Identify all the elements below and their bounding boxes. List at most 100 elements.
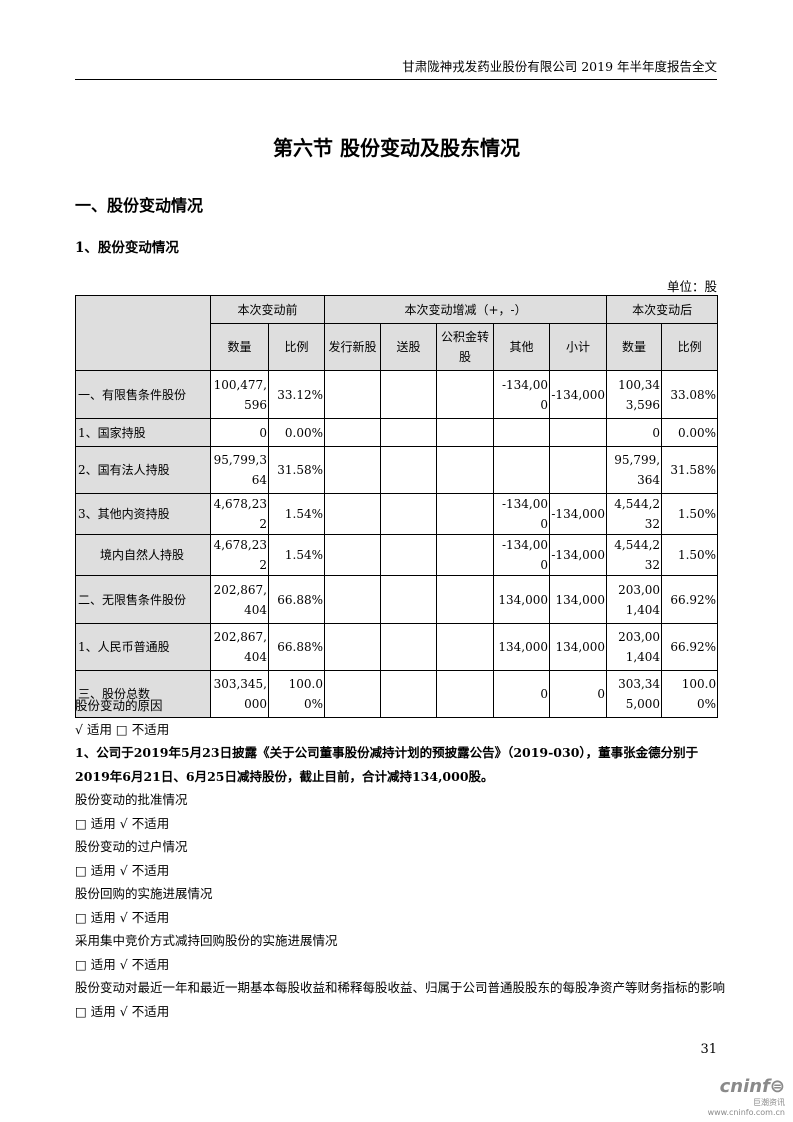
table-cell: 134,000 — [493, 623, 551, 671]
table-cell — [380, 623, 438, 671]
column-header: 小计 — [549, 323, 608, 371]
table-cell: 4,678,232 — [210, 493, 269, 535]
table-cell — [436, 623, 495, 671]
table-cell — [380, 575, 438, 624]
paragraph: 股份变动的原因 — [75, 698, 163, 713]
column-header: 数量 — [606, 323, 663, 371]
table-cell: 202,867,404 — [210, 623, 269, 671]
table-cell — [436, 575, 495, 624]
running-header: 甘肃陇神戎发药业股份有限公司 2019 年半年度报告全文 — [75, 56, 717, 80]
table-cell: 1.54% — [267, 534, 326, 576]
table-row: 1、人民币普通股 202,867,404 66.88% 134,000 134,000 2… — [75, 623, 719, 671]
table-cell: 0 — [606, 418, 663, 447]
column-header: 公积金转股 — [436, 323, 495, 371]
group-header: 本次变动前 — [209, 295, 326, 324]
paragraph: □ 适用 √ 不适用 — [75, 909, 170, 925]
heading-1: 一、股份变动情况 — [75, 196, 204, 215]
table-cell: 0.00% — [267, 418, 326, 447]
table-row: 三、股份总数 303,345,000 100.00% 0 0 303,345,000 100… — [75, 670, 719, 718]
table-cell: 100,343,596 — [606, 370, 663, 419]
table-cell — [436, 493, 495, 535]
table-cell — [324, 623, 382, 671]
row-label: 1、国家持股 — [75, 418, 211, 447]
table-cell: 1.54% — [267, 493, 326, 535]
table-cell — [324, 418, 382, 447]
table-cell — [436, 534, 495, 576]
paragraph: □ 适用 √ 不适用 — [75, 815, 170, 831]
row-label: 二、无限售条件股份 — [75, 575, 211, 624]
table-cell: 33.08% — [661, 370, 719, 419]
paragraph: 股份变动的批准情况 — [75, 792, 188, 807]
table-cell: 100,477,596 — [210, 370, 269, 419]
table-cell: 31.58% — [267, 446, 326, 494]
table-cell: 66.92% — [661, 623, 719, 671]
table-cell: -134,000 — [493, 493, 551, 535]
row-label: 3、其他内资持股 — [75, 493, 211, 535]
table-cell: 134,000 — [549, 575, 608, 624]
row-label: 境内自然人持股 — [75, 534, 211, 576]
table-row: 境内自然人持股 4,678,232 1.54% -134,000 -134,000 4,5… — [75, 534, 719, 576]
table-cell — [324, 446, 382, 494]
section-title: 第六节 股份变动及股东情况 — [273, 136, 520, 160]
paragraph: □ 适用 √ 不适用 — [75, 1003, 170, 1019]
table-cell: 134,000 — [493, 575, 551, 624]
body-text: 股份变动的原因 √ 适用 □ 不适用 1、公司于2019年5月23日披露《关于公司董… — [75, 694, 725, 1023]
row-label: 2、国有法人持股 — [75, 446, 211, 494]
column-header: 比例 — [267, 323, 326, 371]
table-cell — [380, 370, 438, 419]
paragraph: 1、公司于2019年5月23日披露《关于公司董事股份减持计划的预披露公告》（20… — [75, 745, 699, 784]
table-cell: 303,345,000 — [210, 670, 269, 718]
table-row: 2、国有法人持股 95,799,364 31.58% 95,799,364 31.58% — [75, 446, 719, 494]
table-cell: 0 — [210, 418, 269, 447]
table-cell — [324, 493, 382, 535]
heading-2: 1、股份变动情况 — [75, 240, 179, 256]
table-cell: 100.00% — [661, 670, 719, 718]
cninfo-logo: cninf⊜ 巨潮资讯 www.cninfo.com.cn — [707, 1076, 785, 1117]
table-row: 二、无限售条件股份 202,867,404 66.88% 134,000 134,000… — [75, 575, 719, 624]
table-cell: 4,678,232 — [210, 534, 269, 576]
table-row: 一、有限售条件股份 100,477,596 33.12% -134,000 -134,0… — [75, 370, 719, 419]
column-header: 数量 — [210, 323, 269, 371]
table-cell — [380, 534, 438, 576]
table-cell: -134,000 — [493, 370, 551, 419]
paragraph: 股份变动的过户情况 — [75, 839, 188, 854]
table-cell: 203,001,404 — [606, 623, 663, 671]
paragraph: 采用集中竞价方式减持回购股份的实施进展情况 — [75, 933, 338, 948]
table-cell: 0.00% — [661, 418, 719, 447]
table-cell — [380, 670, 438, 718]
table-cell — [436, 446, 495, 494]
header-corner — [75, 295, 211, 371]
row-label: 1、人民币普通股 — [75, 623, 211, 671]
table-row: 1、国家持股 0 0.00% 0 0.00% — [75, 418, 719, 447]
row-label: 一、有限售条件股份 — [75, 370, 211, 419]
table-cell — [380, 418, 438, 447]
paragraph: □ 适用 √ 不适用 — [75, 862, 170, 878]
table-cell: 95,799,364 — [606, 446, 663, 494]
table-cell — [549, 446, 608, 494]
column-header: 比例 — [661, 323, 719, 371]
table-cell — [324, 670, 382, 718]
table-cell — [380, 493, 438, 535]
page-number: 31 — [700, 1042, 717, 1057]
table-cell — [436, 370, 495, 419]
table-cell: -134,000 — [549, 534, 608, 576]
table-cell: -134,000 — [493, 534, 551, 576]
unit-label: 单位：股 — [666, 279, 717, 294]
paragraph: □ 适用 √ 不适用 — [75, 956, 170, 972]
table-cell: 4,544,232 — [606, 534, 663, 576]
table-cell: 4,544,232 — [606, 493, 663, 535]
table-cell: 66.92% — [661, 575, 719, 624]
table-cell — [436, 418, 495, 447]
table-cell — [324, 534, 382, 576]
table-cell — [324, 370, 382, 419]
row-label: 三、股份总数 — [75, 670, 211, 718]
table-cell — [493, 446, 551, 494]
table-cell: 202,867,404 — [210, 575, 269, 624]
table-cell: 134,000 — [549, 623, 608, 671]
table-cell: 95,799,364 — [210, 446, 269, 494]
column-header: 送股 — [380, 323, 438, 371]
table-cell: -134,000 — [549, 493, 608, 535]
table-cell — [324, 575, 382, 624]
table-cell: -134,000 — [549, 370, 608, 419]
